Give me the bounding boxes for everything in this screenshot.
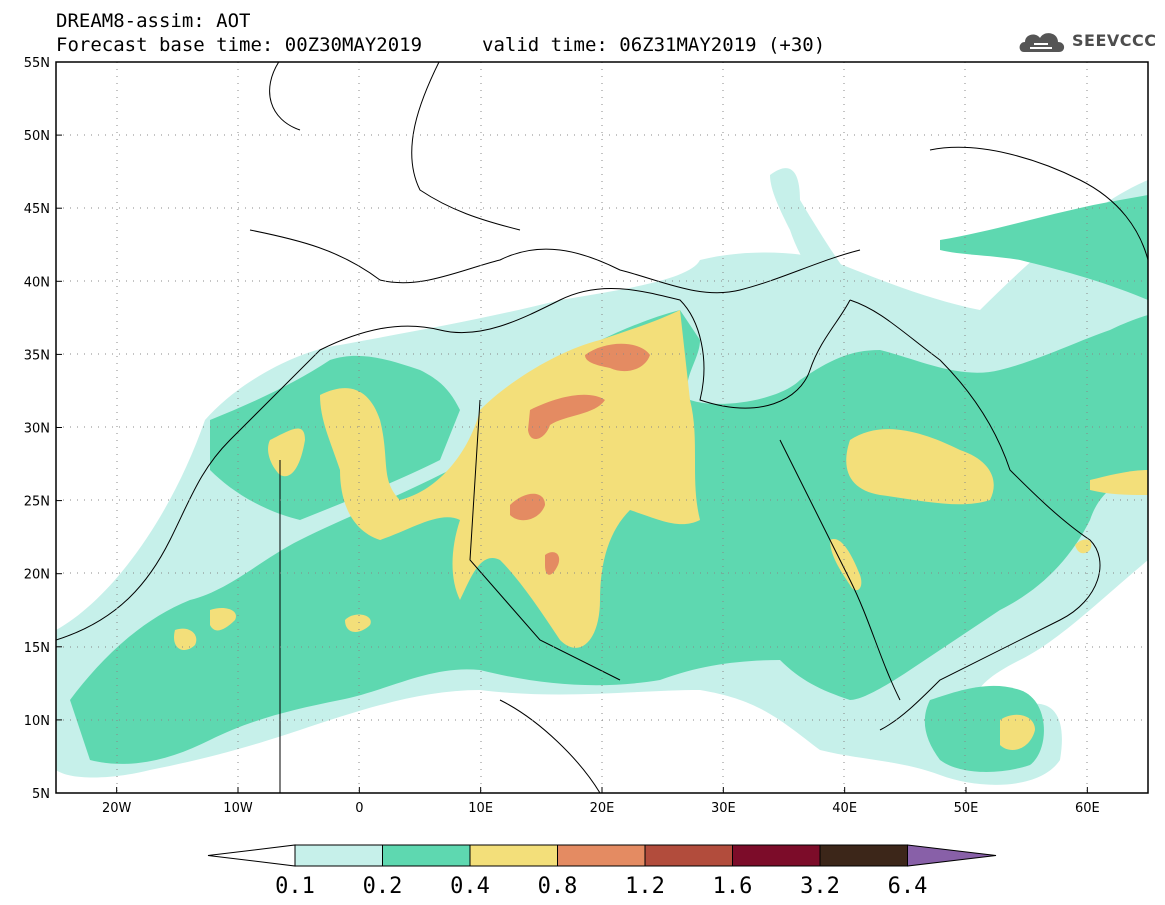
colorbar-label: 3.2 [800,874,840,899]
colorbar-label: 0.8 [538,874,578,899]
seevccc-logo: SEEVCCC [1016,24,1156,58]
y-axis: 55N 50N 45N 40N 35N 30N 25N 20N 15N 10N 5N [24,56,62,802]
y-tick-label: 10N [24,714,50,729]
y-tick-label: 5N [32,787,50,802]
x-tick-label: 30E [711,801,736,816]
colorbar-swatch [819,844,908,867]
colorbar-min-arrow [207,844,296,867]
colorbar-swatch [557,844,646,867]
cloud-icon [1019,33,1065,52]
colorbar-max-arrow [907,844,997,867]
coastlines [56,62,1148,793]
x-axis: 20W 10W 0 10E 20E 30E 40E 50E 60E [102,787,1100,816]
y-tick-label: 50N [24,129,50,144]
colorbar-label: 1.6 [713,874,753,899]
map-title: DREAM8-assim: AOT [56,10,251,32]
logo-text: SEEVCCC [1072,31,1157,50]
y-tick-label: 45N [24,202,50,217]
y-tick-label: 20N [24,568,50,583]
colorbar: 0.1 0.2 0.4 0.8 1.2 1.6 3.2 6.4 [207,844,997,899]
valid-time: valid time: 06Z31MAY2019 (+30) [482,34,826,56]
x-tick-label: 10E [468,801,493,816]
colorbar-swatch [294,844,383,867]
colorbar-swatch [644,844,733,867]
x-tick-label: 50E [954,801,979,816]
colorbar-label: 0.1 [275,874,315,899]
colorbar-label: 1.2 [625,874,665,899]
colorbar-label: 0.2 [363,874,403,899]
graticule [56,62,1148,793]
colorbar-swatch [732,844,821,867]
aot-field [56,62,1148,793]
forecast-base-time: Forecast base time: 00Z30MAY2019 [56,34,423,56]
y-tick-label: 25N [24,495,50,510]
x-tick-label: 60E [1075,801,1100,816]
y-tick-label: 30N [24,422,50,437]
y-tick-label: 40N [24,275,50,290]
y-tick-label: 35N [24,348,50,363]
x-tick-label: 10W [223,801,253,816]
x-tick-label: 20E [590,801,615,816]
aot-level-0-4 [174,310,1148,750]
x-tick-label: 40E [832,801,857,816]
colorbar-swatch [382,844,471,867]
colorbar-label: 0.4 [450,874,490,899]
y-tick-label: 55N [24,56,50,71]
x-tick-label: 20W [102,801,132,816]
colorbar-swatch [469,844,558,867]
colorbar-label: 6.4 [888,874,928,899]
x-tick-label: 0 [355,801,363,816]
y-tick-label: 15N [24,641,50,656]
